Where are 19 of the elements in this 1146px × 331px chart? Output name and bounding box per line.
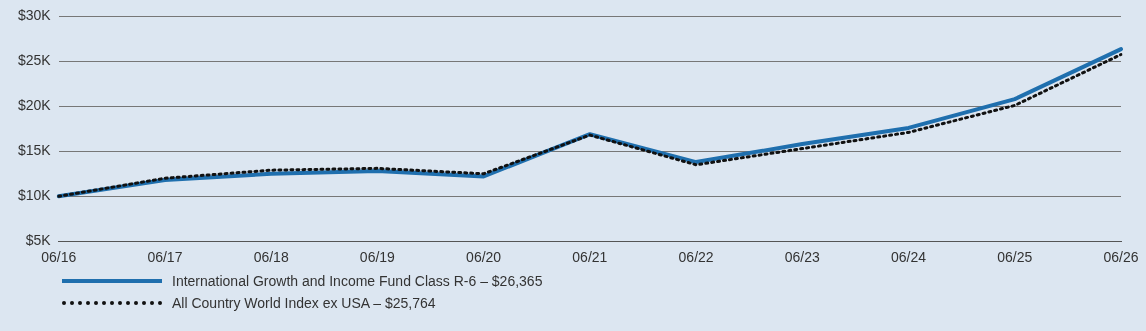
x-tick-label: 06/19	[359, 249, 396, 266]
y-tick-label: $30K	[17, 7, 52, 24]
y-tick-label: $5K	[25, 232, 52, 249]
x-tick-label: 06/21	[572, 249, 608, 266]
x-tick-label: 06/20	[466, 249, 502, 266]
x-tick-label: 06/17	[147, 249, 183, 266]
x-tick-label: 06/26	[1103, 249, 1139, 266]
y-tick-label: $20K	[17, 97, 52, 114]
legend-label: All Country World Index ex USA – $25,764	[172, 295, 436, 311]
legend-label: International Growth and Income Fund Class R-6 – $26,365	[172, 273, 543, 289]
x-tick-label: 06/25	[997, 249, 1033, 266]
x-tick-label: 06/24	[891, 249, 927, 266]
x-tick-label: 06/23	[784, 249, 821, 266]
x-tick-label: 06/16	[41, 249, 77, 266]
x-tick-label: 06/18	[253, 249, 289, 266]
y-tick-label: $25K	[17, 52, 52, 69]
y-tick-label: $15K	[17, 142, 52, 159]
y-tick-label: $10K	[17, 187, 52, 204]
x-tick-label: 06/22	[678, 249, 714, 266]
